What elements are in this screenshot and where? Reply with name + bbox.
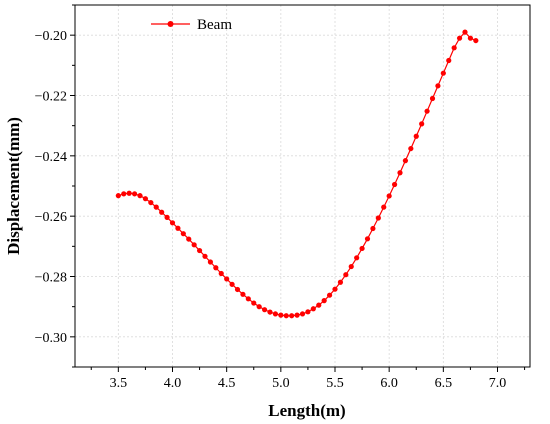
y-tick-label: −0.28 <box>35 271 67 286</box>
data-point <box>316 302 322 308</box>
data-point <box>251 300 257 306</box>
data-point <box>218 270 224 277</box>
data-point <box>224 276 230 282</box>
data-point <box>278 312 284 318</box>
data-point <box>169 220 176 226</box>
data-point <box>462 29 468 35</box>
data-point <box>267 309 273 315</box>
data-point <box>126 190 132 196</box>
data-point <box>456 35 463 41</box>
data-point <box>451 45 457 51</box>
data-point <box>240 291 246 297</box>
data-point <box>164 214 170 220</box>
data-point <box>299 311 306 317</box>
data-point <box>115 193 121 199</box>
data-point <box>408 145 414 152</box>
x-tick-label: 7.0 <box>489 376 507 391</box>
data-point <box>256 304 262 310</box>
data-point <box>354 255 360 261</box>
y-tick-label: −0.26 <box>35 210 67 225</box>
data-point <box>261 307 268 313</box>
data-point <box>191 242 197 248</box>
data-point <box>186 236 192 242</box>
data-point <box>142 196 149 202</box>
data-point <box>343 272 349 278</box>
data-point <box>381 204 387 210</box>
data-point <box>175 225 181 231</box>
grid-lines <box>75 5 530 367</box>
data-point <box>337 279 344 285</box>
data-point <box>159 209 165 215</box>
data-point <box>332 286 338 292</box>
data-point <box>234 286 241 293</box>
y-tick-label: −0.22 <box>35 90 67 105</box>
data-point <box>272 311 279 317</box>
data-point <box>153 204 159 210</box>
data-point <box>419 121 425 127</box>
data-point <box>321 298 327 304</box>
x-tick-label: 6.0 <box>380 376 398 391</box>
x-tick-label: 5.5 <box>326 376 344 391</box>
data-point <box>131 191 138 197</box>
data-point <box>294 312 300 318</box>
legend-label-beam: Beam <box>197 17 232 33</box>
y-tick-label: −0.30 <box>35 331 67 346</box>
data-point <box>245 296 251 302</box>
x-tick-label: 5.0 <box>272 376 290 391</box>
data-point <box>473 37 479 44</box>
data-point <box>440 70 446 76</box>
x-tick-label: 4.0 <box>164 376 182 391</box>
series-layer <box>115 29 479 319</box>
data-point <box>310 306 316 312</box>
axis-ticks: 3.5 4.0 4.5 5.0 5.5 6.0 6.5 7.0 −0.30 −0.28 −0.26 −… <box>35 4 526 391</box>
legend-marker <box>167 21 174 27</box>
data-point <box>359 245 365 252</box>
data-point <box>424 108 430 114</box>
data-point <box>229 281 235 287</box>
data-point <box>429 95 436 102</box>
data-point <box>386 193 392 199</box>
legend: Beam <box>151 17 232 33</box>
data-point <box>375 215 381 221</box>
x-axis-title: Length(m) <box>268 401 345 420</box>
data-point <box>283 313 289 319</box>
data-point <box>196 247 203 254</box>
data-point <box>207 259 214 265</box>
data-point <box>435 83 441 89</box>
x-tick-label: 4.5 <box>218 376 236 391</box>
data-point <box>121 191 127 197</box>
data-point <box>402 158 409 164</box>
data-point <box>213 265 219 271</box>
data-point <box>391 181 398 188</box>
x-tick-label: 6.5 <box>435 376 453 391</box>
data-point <box>370 225 376 232</box>
data-point <box>446 57 452 64</box>
data-point <box>148 199 154 206</box>
data-point <box>467 35 474 41</box>
data-point <box>305 309 311 315</box>
data-point <box>326 292 333 298</box>
data-point <box>397 170 403 176</box>
data-point <box>137 193 143 199</box>
y-tick-label: −0.24 <box>35 150 67 165</box>
y-axis-title: Displacement(mm) <box>4 117 23 255</box>
data-point <box>202 253 208 259</box>
x-tick-label: 3.5 <box>110 376 128 391</box>
data-point <box>180 231 186 237</box>
data-point <box>413 133 419 139</box>
data-point <box>348 263 354 270</box>
plot-area <box>75 5 530 367</box>
data-point <box>289 313 295 319</box>
y-tick-label: −0.20 <box>35 29 67 44</box>
data-point <box>364 236 371 242</box>
